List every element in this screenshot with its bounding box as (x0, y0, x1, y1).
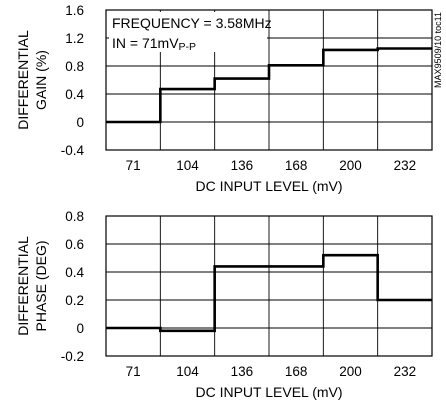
phase-y-axis-title: DIFFERENTIAL PHASE (DEG) (15, 236, 49, 336)
phase-grid (106, 216, 432, 356)
phase-y-tick-label: 0.6 (65, 237, 84, 252)
phase-y-tick-label: 0.4 (65, 265, 84, 280)
phase-step-line (106, 253, 432, 333)
phase-x-tick-label: 136 (231, 364, 254, 379)
gain-step-line (106, 47, 432, 124)
differential-gain-chart: 1.6 1.2 0.8 0.4 0 -0.4 71 104 136 168 200 232 DC I… (15, 3, 443, 194)
phase-y-tick-label: -0.2 (61, 349, 84, 364)
gain-series (106, 47, 432, 124)
gain-y-axis-title-line-2: GAIN (%) (33, 50, 49, 110)
phase-plot-frame (105, 215, 433, 357)
gain-x-axis-title: DC INPUT LEVEL (mV) (195, 178, 342, 194)
gain-y-tick-label: 1.6 (65, 3, 84, 18)
gain-y-ticks: 1.6 1.2 0.8 0.4 0 -0.4 (61, 3, 85, 158)
annotation-input-level: IN = 71mVP-P (112, 35, 196, 53)
gain-y-tick-label: -0.4 (61, 143, 85, 158)
phase-x-tick-label: 71 (126, 364, 141, 379)
gain-x-tick-label: 71 (126, 158, 141, 173)
phase-x-tick-label: 168 (285, 364, 308, 379)
gain-x-tick-label: 232 (394, 158, 417, 173)
phase-y-ticks: 0.8 0.6 0.4 0.2 0 -0.2 (61, 209, 85, 364)
gain-x-tick-label: 200 (339, 158, 362, 173)
annotation-frequency: FREQUENCY = 3.58MHz (112, 15, 272, 31)
differential-phase-chart: 0.8 0.6 0.4 0.2 0 -0.2 71 104 136 168 200 232 DC I… (15, 209, 433, 400)
phase-y-tick-label: 0.2 (65, 293, 84, 308)
phase-y-tick-label: 0 (76, 321, 84, 336)
gain-y-tick-label: 0.8 (65, 59, 84, 74)
gain-x-tick-label: 168 (285, 158, 308, 173)
gain-annotation-box: FREQUENCY = 3.58MHz IN = 71mVP-P (109, 12, 272, 53)
phase-x-axis-title: DC INPUT LEVEL (mV) (195, 384, 342, 400)
gain-y-tick-label: 0.4 (65, 87, 84, 102)
phase-x-tick-label: 200 (339, 364, 362, 379)
phase-series (106, 253, 432, 333)
phase-x-tick-label: 104 (176, 364, 199, 379)
phase-y-axis-title-line-1: DIFFERENTIAL (15, 236, 31, 336)
gain-y-axis-title: DIFFERENTIAL GAIN (%) (15, 30, 49, 130)
gain-x-ticks: 71 104 136 168 200 232 (126, 158, 416, 173)
gain-plot-frame (105, 9, 433, 151)
gain-x-tick-label: 136 (231, 158, 254, 173)
figure-id-label: MAX9509/10 toc11 (433, 12, 443, 88)
phase-x-tick-label: 232 (394, 364, 417, 379)
gain-x-tick-label: 104 (176, 158, 199, 173)
gain-y-tick-label: 1.2 (65, 31, 84, 46)
phase-y-tick-label: 0.8 (65, 209, 84, 224)
phase-y-axis-title-line-2: PHASE (DEG) (33, 240, 49, 331)
gain-y-tick-label: 0 (76, 115, 84, 130)
gain-y-axis-title-line-1: DIFFERENTIAL (15, 30, 31, 130)
phase-x-ticks: 71 104 136 168 200 232 (126, 364, 416, 379)
